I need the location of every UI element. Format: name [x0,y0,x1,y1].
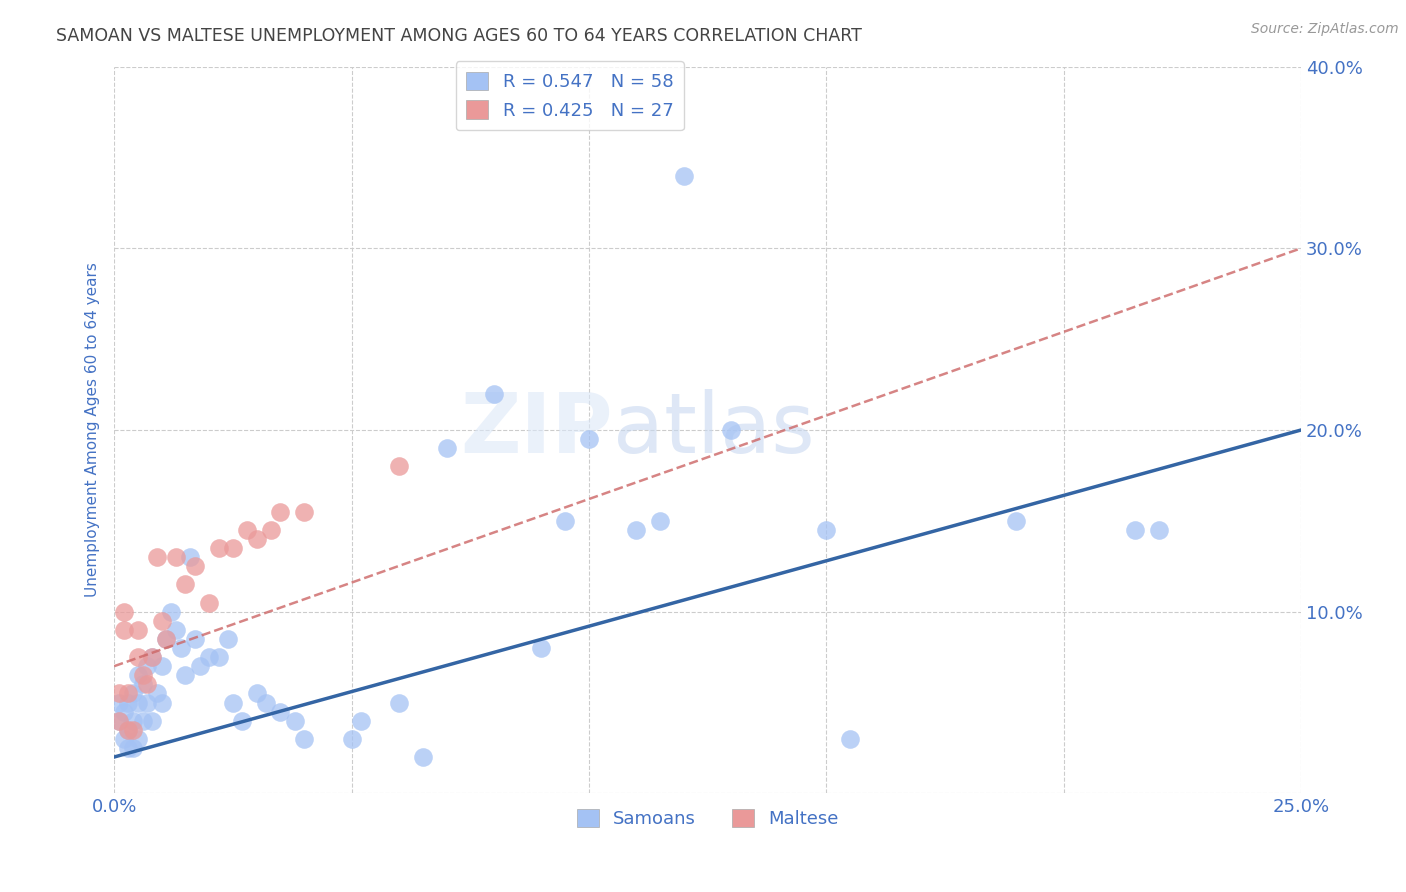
Point [198,650,221,665]
Point [136,659,159,673]
Point [340,731,363,746]
Point [554,514,576,528]
Point [112,623,135,637]
Point [222,541,245,555]
Point [530,640,553,655]
Point [412,750,434,764]
Point [127,668,149,682]
Y-axis label: Unemployment Among Ages 60 to 64 years: Unemployment Among Ages 60 to 64 years [86,262,100,598]
Point [1005,514,1028,528]
Point [127,623,149,637]
Point [117,723,139,737]
Legend: Samoans, Maltese: Samoans, Maltese [569,801,845,835]
Point [160,605,183,619]
Point [1123,523,1146,537]
Point [1147,523,1170,537]
Point [260,523,283,537]
Point [127,731,149,746]
Point [169,640,191,655]
Text: Source: ZipAtlas.com: Source: ZipAtlas.com [1251,22,1399,37]
Text: ZIP: ZIP [460,390,613,470]
Point [626,523,648,537]
Point [254,696,277,710]
Point [292,731,315,746]
Point [108,714,131,728]
Point [269,505,291,519]
Point [236,523,259,537]
Point [222,696,245,710]
Point [815,523,838,537]
Point [578,432,600,446]
Point [292,505,315,519]
Point [436,441,458,455]
Point [141,650,163,665]
Point [112,731,135,746]
Point [155,632,177,646]
Point [155,632,177,646]
Point [217,632,239,646]
Point [127,650,149,665]
Point [165,550,187,565]
Point [141,650,163,665]
Point [136,696,159,710]
Point [350,714,373,728]
Point [650,514,672,528]
Point [131,714,153,728]
Text: SAMOAN VS MALTESE UNEMPLOYMENT AMONG AGES 60 TO 64 YEARS CORRELATION CHART: SAMOAN VS MALTESE UNEMPLOYMENT AMONG AGE… [56,27,862,45]
Point [246,532,269,546]
Point [184,559,207,574]
Point [117,696,139,710]
Point [112,705,135,719]
Point [141,714,163,728]
Point [188,659,211,673]
Point [122,686,145,700]
Point [388,459,411,474]
Point [122,723,145,737]
Point [231,714,253,728]
Text: atlas: atlas [613,390,814,470]
Point [150,696,173,710]
Point [246,686,269,700]
Point [146,550,169,565]
Point [112,605,135,619]
Point [117,723,139,737]
Point [198,596,221,610]
Point [131,668,153,682]
Point [208,650,231,665]
Point [482,386,505,401]
Point [146,686,169,700]
Point [165,623,187,637]
Point [184,632,207,646]
Point [720,423,742,437]
Point [136,677,159,691]
Point [131,677,153,691]
Point [839,731,862,746]
Point [150,659,173,673]
Point [108,714,131,728]
Point [284,714,307,728]
Point [174,668,197,682]
Point [208,541,231,555]
Point [122,714,145,728]
Point [269,705,291,719]
Point [108,696,131,710]
Point [150,614,173,628]
Point [179,550,201,565]
Point [122,740,145,755]
Point [388,696,411,710]
Point [174,577,197,591]
Point [117,740,139,755]
Point [117,686,139,700]
Point [127,696,149,710]
Point [108,686,131,700]
Point [672,169,695,183]
